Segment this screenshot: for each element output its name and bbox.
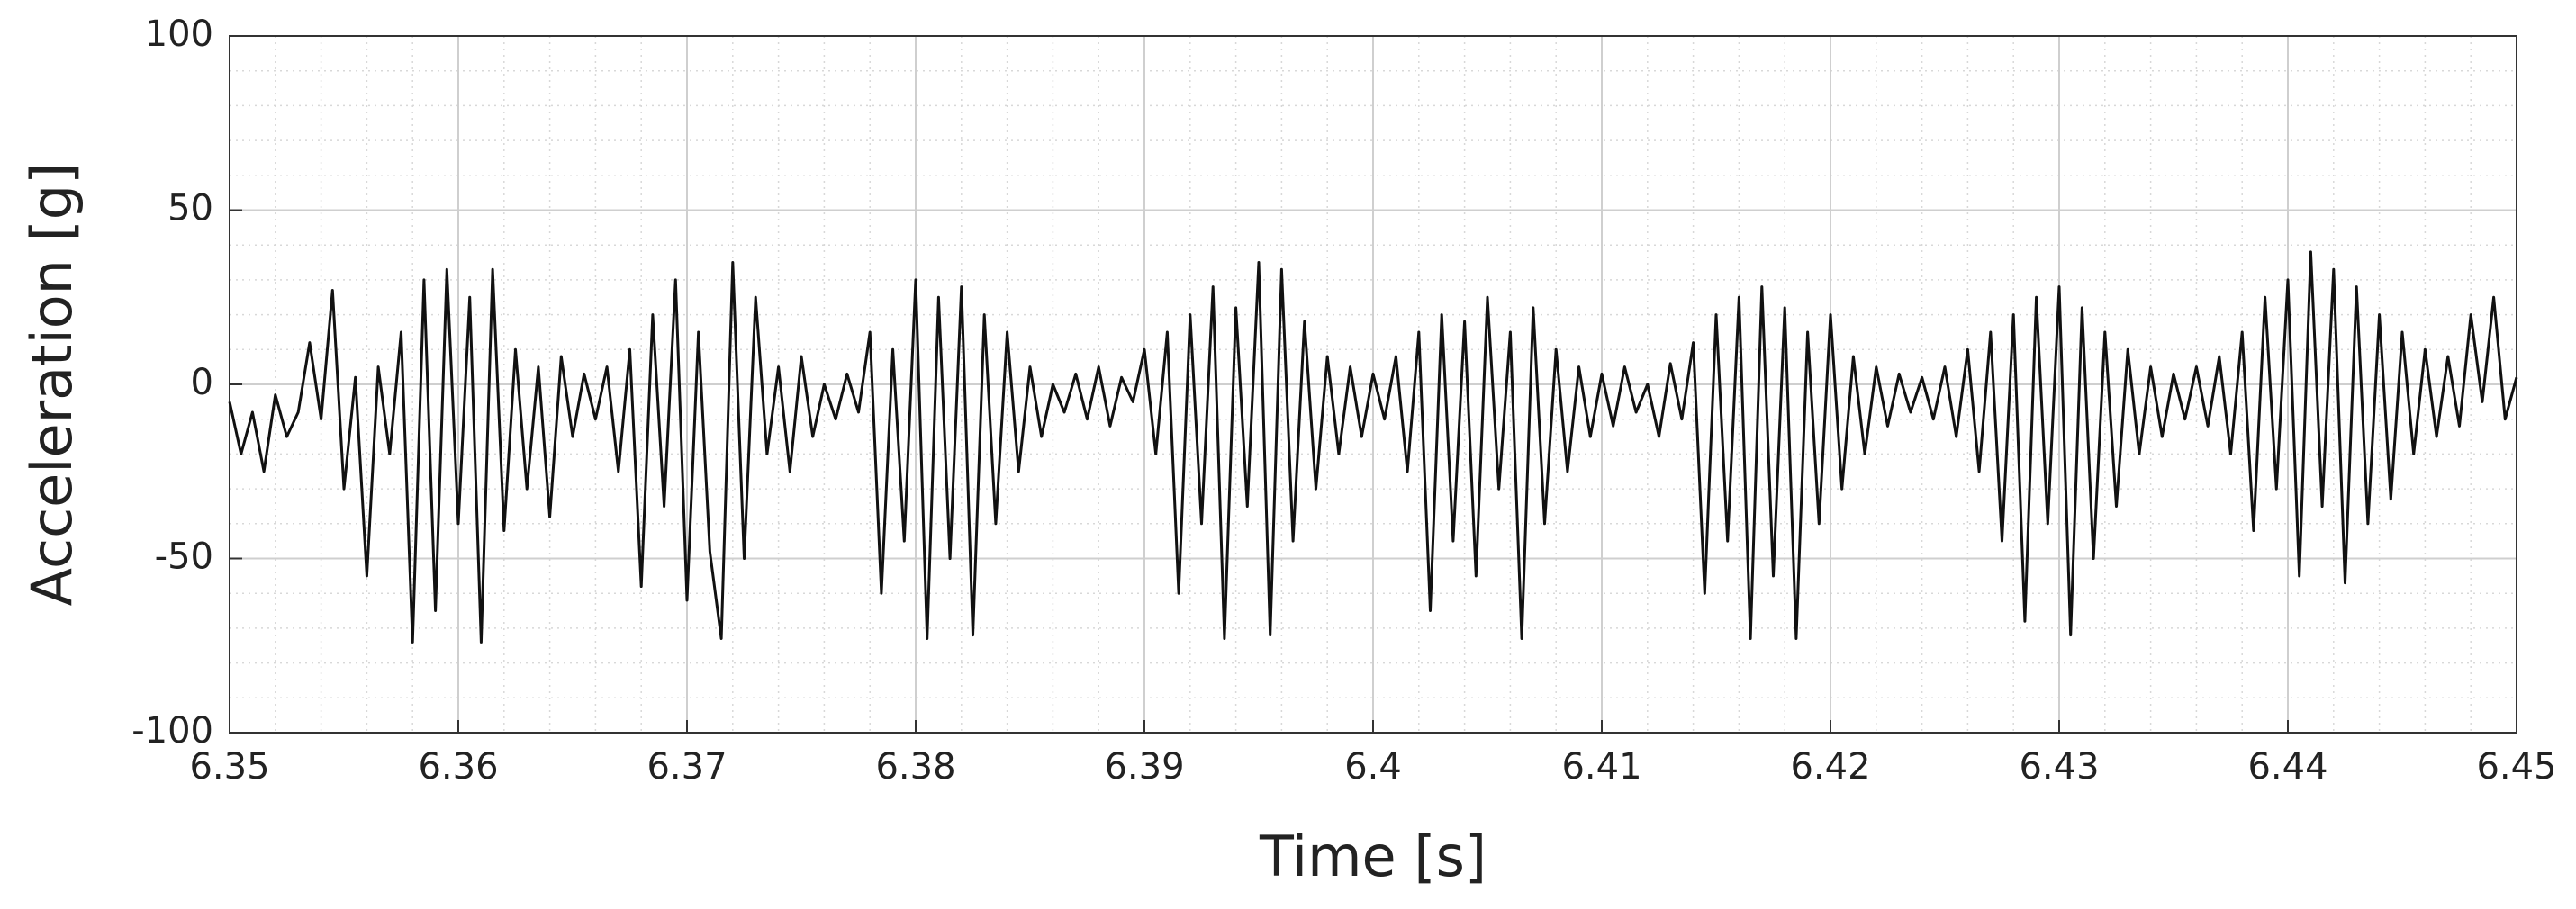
- x-tick-label: 6.39: [1104, 746, 1184, 788]
- y-tick-label: -100: [131, 710, 213, 752]
- y-axis-label: Acceleration [g]: [19, 163, 85, 607]
- x-tick-label: 6.45: [2476, 746, 2556, 788]
- y-tick-label: -50: [155, 536, 213, 578]
- x-tick-label: 6.42: [1790, 746, 1870, 788]
- x-tick-label: 6.4: [1344, 746, 1402, 788]
- x-tick-label: 6.35: [189, 746, 269, 788]
- x-tick-label: 6.44: [2247, 746, 2327, 788]
- data-line: [228, 250, 2518, 644]
- plot-frame: [229, 35, 2517, 734]
- y-tick-label: 100: [145, 14, 213, 55]
- y-tick-label: 50: [167, 188, 213, 230]
- x-tick-label: 6.38: [875, 746, 955, 788]
- x-tick-label: 6.41: [1561, 746, 1641, 788]
- x-tick-label: 6.43: [2019, 746, 2099, 788]
- x-tick-label: 6.37: [646, 746, 727, 788]
- x-tick-label: 6.36: [418, 746, 498, 788]
- y-tick-label: 0: [191, 362, 213, 403]
- x-axis-label: Time [s]: [1259, 824, 1487, 889]
